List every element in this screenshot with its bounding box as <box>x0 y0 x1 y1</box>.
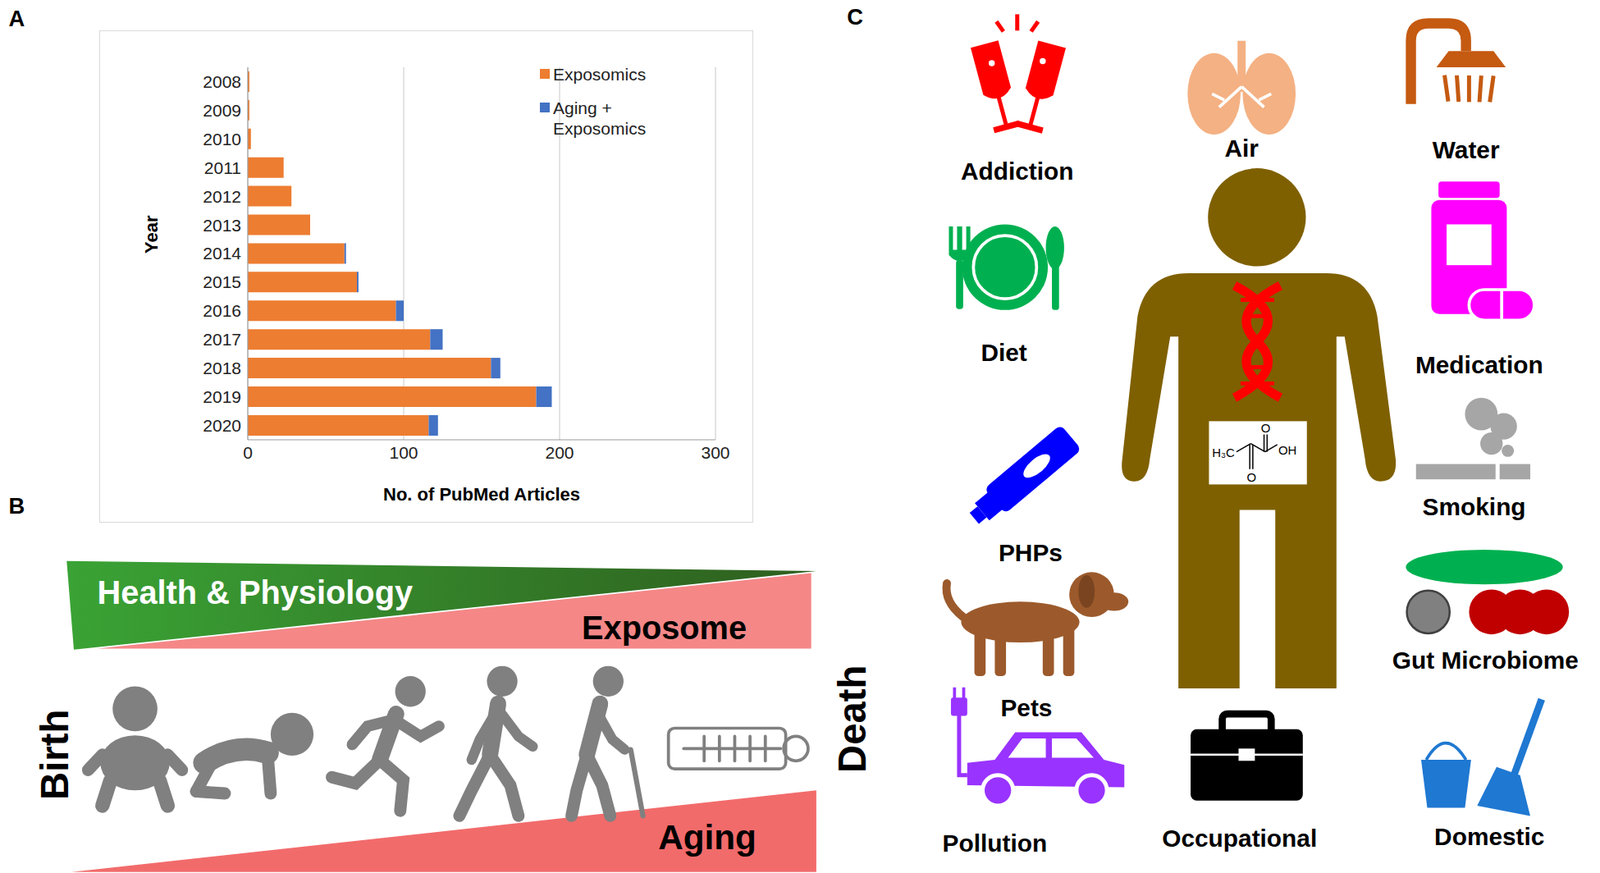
svg-text:B: B <box>8 493 25 519</box>
svg-text:Pollution: Pollution <box>942 829 1048 857</box>
svg-text:300: 300 <box>700 443 730 462</box>
svg-text:A: A <box>8 5 25 32</box>
svg-text:2011: 2011 <box>204 158 242 178</box>
svg-text:2008: 2008 <box>202 72 242 92</box>
svg-text:Pets: Pets <box>1000 694 1052 722</box>
svg-text:2018: 2018 <box>202 358 242 378</box>
svg-text:PHPs: PHPs <box>998 539 1063 567</box>
svg-text:O: O <box>1261 421 1271 435</box>
svg-text:2017: 2017 <box>202 329 242 349</box>
svg-text:Health & Physiology: Health & Physiology <box>97 574 413 611</box>
svg-text:OH: OH <box>1278 443 1297 458</box>
svg-text:2020: 2020 <box>202 416 242 435</box>
svg-text:2016: 2016 <box>202 301 242 320</box>
svg-text:Domestic: Domestic <box>1434 822 1545 851</box>
svg-text:C: C <box>846 4 864 30</box>
svg-text:100: 100 <box>388 443 418 462</box>
svg-text:2015: 2015 <box>202 272 242 292</box>
svg-text:H₃C: H₃C <box>1211 446 1235 460</box>
svg-text:Death: Death <box>830 665 874 773</box>
svg-text:Exposome: Exposome <box>581 609 747 646</box>
svg-text:Smoking: Smoking <box>1422 493 1527 521</box>
html-text:Aging + Exposomics: Aging + Exposomics <box>553 98 646 138</box>
svg-text:Air: Air <box>1224 134 1259 162</box>
svg-text:Aging: Aging <box>658 818 757 857</box>
svg-text:No. of PubMed Articles: No. of PubMed Articles <box>383 484 581 505</box>
svg-text:Gut Microbiome: Gut Microbiome <box>1392 646 1579 674</box>
svg-text:Year: Year <box>141 214 162 254</box>
svg-text:2012: 2012 <box>202 187 242 206</box>
svg-text:Water: Water <box>1432 136 1500 164</box>
html-text:Exposomics: Exposomics <box>553 64 646 84</box>
svg-text:Birth: Birth <box>32 709 77 800</box>
svg-text:Addiction: Addiction <box>960 157 1075 185</box>
svg-text:2010: 2010 <box>202 129 242 149</box>
svg-text:200: 200 <box>544 443 574 462</box>
svg-text:Occupational: Occupational <box>1161 824 1317 852</box>
svg-text:O: O <box>1246 470 1257 485</box>
svg-text:2009: 2009 <box>202 100 242 120</box>
svg-text:Diet: Diet <box>980 338 1027 366</box>
svg-text:0: 0 <box>242 443 253 462</box>
svg-text:Medication: Medication <box>1415 351 1544 379</box>
svg-text:2019: 2019 <box>202 387 242 407</box>
svg-text:2014: 2014 <box>202 243 242 263</box>
svg-text:2013: 2013 <box>202 215 242 235</box>
